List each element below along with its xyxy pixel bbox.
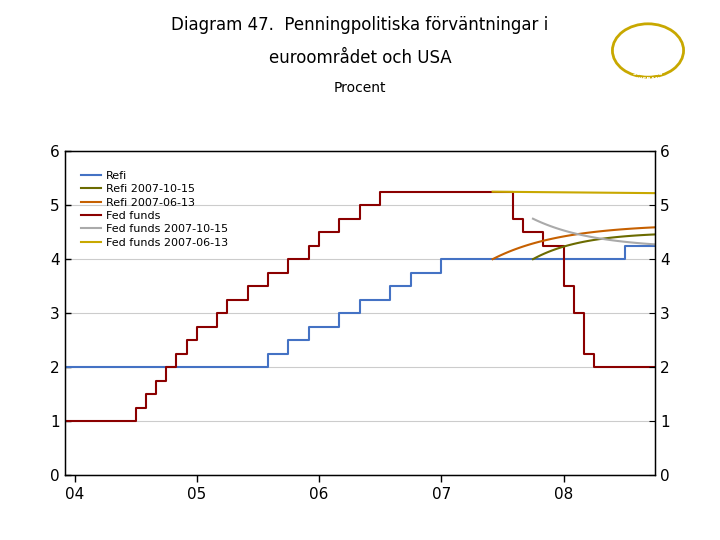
Fed funds 2007-10-15 xyxy=(612,238,621,244)
Refi 2007-06-13 xyxy=(488,256,497,262)
Refi 2007-10-15 xyxy=(582,238,591,245)
Fed funds 2007-10-15 xyxy=(603,237,611,243)
Refi 2007-10-15 xyxy=(603,235,611,241)
Refi xyxy=(264,350,272,357)
Refi xyxy=(437,256,446,262)
Fed funds 2007-10-15 xyxy=(528,215,537,222)
Fed funds 2007-10-15 xyxy=(608,237,616,244)
Refi xyxy=(264,364,272,370)
Line: Refi 2007-10-15: Refi 2007-10-15 xyxy=(533,234,655,259)
Refi xyxy=(406,269,415,276)
Fed funds 2007-06-13 xyxy=(600,190,608,196)
Line: Fed funds 2007-10-15: Fed funds 2007-10-15 xyxy=(533,219,655,245)
Refi 2007-10-15 xyxy=(637,232,646,238)
Text: euroområdet och USA: euroområdet och USA xyxy=(269,49,451,66)
Refi xyxy=(621,256,629,262)
Refi xyxy=(386,283,395,289)
Refi xyxy=(305,337,313,343)
Fed funds xyxy=(213,323,222,330)
Refi xyxy=(335,323,343,330)
Refi xyxy=(284,350,293,357)
Text: SVERIGES
RIKSBANK: SVERIGES RIKSBANK xyxy=(632,71,664,82)
Line: Refi: Refi xyxy=(65,246,655,367)
Refi xyxy=(437,269,446,276)
Fed funds 2007-06-13 xyxy=(560,189,569,195)
Refi 2007-06-13 xyxy=(560,233,569,240)
Fed funds xyxy=(182,350,191,357)
Line: Fed funds 2007-06-13: Fed funds 2007-06-13 xyxy=(492,192,655,193)
Refi xyxy=(651,242,660,249)
Fed funds xyxy=(376,202,384,208)
Refi xyxy=(621,242,629,249)
Refi xyxy=(386,296,395,303)
Fed funds xyxy=(213,310,222,316)
Refi xyxy=(406,283,415,289)
Refi 2007-06-13 xyxy=(593,228,602,235)
Refi xyxy=(356,310,364,316)
Fed funds 2007-06-13 xyxy=(587,190,595,196)
Text: Källa: Riksbanken: Källa: Riksbanken xyxy=(588,519,698,532)
Refi xyxy=(305,323,313,330)
Refi xyxy=(60,364,69,370)
Refi 2007-06-13 xyxy=(587,229,595,235)
Fed funds 2007-06-13 xyxy=(632,190,641,196)
Refi 2007-10-15 xyxy=(601,235,610,241)
Refi 2007-06-13 xyxy=(632,225,641,232)
Fed funds 2007-06-13 xyxy=(488,188,497,195)
Fed funds 2007-10-15 xyxy=(582,233,591,239)
Line: Refi 2007-06-13: Refi 2007-06-13 xyxy=(492,227,655,259)
Line: Fed funds: Fed funds xyxy=(65,192,655,421)
Refi xyxy=(335,310,343,316)
Refi 2007-06-13 xyxy=(585,230,594,236)
Refi 2007-06-13 xyxy=(600,228,608,234)
Fed funds 2007-06-13 xyxy=(651,190,660,197)
Text: Procent: Procent xyxy=(334,81,386,95)
Fed funds 2007-10-15 xyxy=(651,241,660,248)
Fed funds 2007-10-15 xyxy=(601,236,610,242)
Refi xyxy=(356,296,364,303)
Refi xyxy=(284,337,293,343)
Legend: Refi, Refi 2007-10-15, Refi 2007-06-13, Fed funds, Fed funds 2007-10-15, Fed fun: Refi, Refi 2007-10-15, Refi 2007-06-13, … xyxy=(76,166,233,252)
Text: Diagram 47.  Penningpolitiska förväntningar i: Diagram 47. Penningpolitiska förväntning… xyxy=(171,16,549,34)
Fed funds xyxy=(518,215,527,222)
Refi 2007-10-15 xyxy=(608,234,616,241)
Fed funds xyxy=(376,188,384,195)
Refi 2007-10-15 xyxy=(612,234,621,240)
Refi 2007-06-13 xyxy=(651,224,660,231)
Fed funds xyxy=(60,418,69,424)
Fed funds xyxy=(611,364,619,370)
Refi 2007-10-15 xyxy=(528,256,537,262)
Refi 2007-10-15 xyxy=(651,231,660,238)
Fed funds 2007-06-13 xyxy=(593,190,602,196)
Fed funds 2007-06-13 xyxy=(585,190,594,196)
Fed funds 2007-10-15 xyxy=(637,240,646,247)
Fed funds xyxy=(651,364,660,370)
